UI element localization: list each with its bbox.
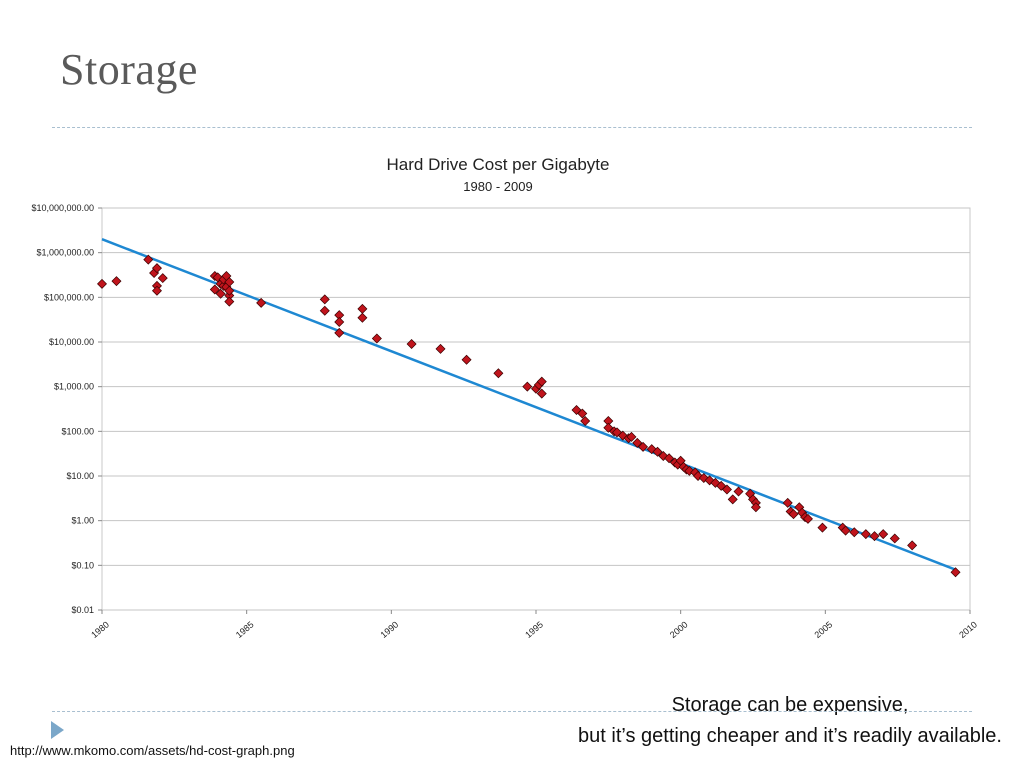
- x-tick-label: 2000: [668, 619, 690, 640]
- data-point: [849, 527, 860, 538]
- data-point: [664, 453, 675, 464]
- data-point: [435, 343, 446, 354]
- axis-ticks: $10,000,000.00 $1,000,000.00 $100,000.00 $1…: [31, 203, 979, 640]
- y-tick-label: $10,000.00: [49, 337, 94, 347]
- data-point: [157, 273, 168, 284]
- data-point: [151, 285, 162, 296]
- data-point: [889, 533, 900, 544]
- x-tick-label: 2010: [957, 619, 979, 640]
- data-point: [334, 317, 345, 328]
- slide-title: Storage: [60, 45, 198, 94]
- trend-line-group: [101, 238, 956, 571]
- data-point: [638, 441, 649, 452]
- data-point: [869, 531, 880, 542]
- y-tick-label: $10,000,000.00: [31, 203, 94, 213]
- data-point: [577, 408, 588, 419]
- source-url[interactable]: http://www.mkomo.com/assets/hd-cost-grap…: [10, 743, 295, 758]
- caption-line-1: Storage can be expensive,: [671, 694, 909, 716]
- data-point: [493, 368, 504, 379]
- data-point: [151, 263, 162, 274]
- data-point: [461, 354, 472, 365]
- data-point: [721, 484, 732, 495]
- y-tick-label: $100,000.00: [44, 292, 94, 302]
- data-point: [215, 288, 226, 299]
- chart-subtitle: 1980 - 2009: [463, 179, 532, 194]
- x-tick-label: 1985: [234, 619, 256, 640]
- data-point: [632, 437, 643, 448]
- data-point: [97, 278, 107, 289]
- data-point: [950, 567, 961, 578]
- data-point: [334, 327, 345, 338]
- data-point: [111, 276, 122, 287]
- data-point: [782, 497, 793, 508]
- data-point: [224, 296, 235, 307]
- data-point: [727, 494, 738, 505]
- cost-per-gigabyte-chart: Hard Drive Cost per Gigabyte 1980 - 2009…: [31, 155, 979, 640]
- data-point: [840, 525, 851, 536]
- plot-frame: [101, 207, 971, 611]
- data-point: [536, 388, 547, 399]
- data-point: [626, 431, 637, 442]
- chart-title: Hard Drive Cost per Gigabyte: [387, 155, 610, 174]
- y-tick-label: $0.01: [71, 605, 94, 615]
- y-tick-label: $1,000.00: [54, 382, 94, 392]
- data-point: [750, 502, 761, 513]
- caption-line-2: but it’s getting cheaper and it’s readil…: [578, 725, 1002, 747]
- data-point: [878, 529, 889, 540]
- data-point: [224, 285, 235, 296]
- grid-lines: [98, 207, 971, 614]
- y-tick-label: $1,000,000.00: [36, 248, 94, 258]
- x-tick-label: 1995: [523, 619, 545, 640]
- data-point: [143, 254, 154, 265]
- slide-caption: Storage can be expensive, but it’s getti…: [578, 690, 1002, 752]
- data-point: [580, 416, 591, 427]
- y-tick-label: $1.00: [71, 516, 94, 526]
- data-point: [733, 486, 744, 497]
- x-tick-label: 1980: [89, 619, 111, 640]
- data-point: [522, 381, 533, 392]
- title-divider: [52, 127, 972, 128]
- data-point: [209, 284, 220, 295]
- data-point: [907, 540, 918, 551]
- x-tick-label: 2005: [813, 619, 835, 640]
- data-point: [817, 522, 828, 533]
- play-triangle-icon[interactable]: [51, 721, 64, 739]
- data-point: [357, 312, 368, 323]
- data-point: [652, 446, 663, 457]
- x-tick-label: 1990: [379, 619, 401, 640]
- data-point: [536, 376, 547, 387]
- data-point: [406, 339, 417, 350]
- footer-divider: [52, 711, 972, 712]
- data-point: [256, 297, 267, 308]
- y-tick-label: $100.00: [61, 426, 94, 436]
- data-point: [371, 333, 382, 344]
- data-point: [788, 509, 799, 520]
- data-points: [97, 254, 961, 578]
- y-tick-label: $0.10: [71, 560, 94, 570]
- data-point: [319, 294, 330, 305]
- data-point: [357, 303, 368, 314]
- data-point: [802, 513, 813, 524]
- y-tick-label: $10.00: [66, 471, 94, 481]
- data-point: [860, 529, 871, 540]
- data-point: [319, 305, 330, 316]
- data-point: [224, 277, 235, 288]
- trend-line: [101, 238, 956, 571]
